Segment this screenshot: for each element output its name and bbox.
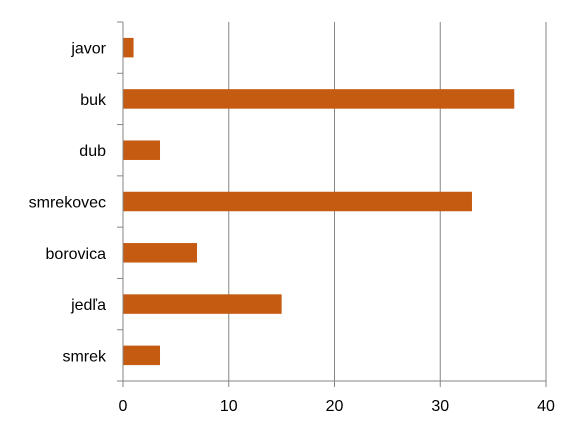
category-label-4: borovica bbox=[46, 246, 107, 263]
bar-6 bbox=[123, 345, 161, 366]
x-tick-labels: 0 10 20 30 40 bbox=[119, 398, 555, 415]
x-tick-label-40: 40 bbox=[537, 398, 555, 415]
bar-3 bbox=[123, 191, 472, 212]
category-label-2: dub bbox=[79, 143, 106, 160]
bars bbox=[123, 37, 515, 366]
x-tick-label-20: 20 bbox=[326, 398, 344, 415]
bar-5 bbox=[123, 294, 282, 314]
category-label-0: javor bbox=[70, 41, 106, 58]
x-tick-label-30: 30 bbox=[431, 398, 449, 415]
bar-1 bbox=[123, 89, 515, 109]
axes bbox=[117, 21, 547, 387]
category-label-5: jedľa bbox=[70, 297, 106, 314]
bar-2 bbox=[123, 140, 161, 160]
x-tick-label-10: 10 bbox=[220, 398, 238, 415]
category-labels: javor buk dub smrekovec borovica jedľa smrek bbox=[29, 41, 107, 366]
category-label-1: buk bbox=[80, 92, 107, 109]
x-tick-label-0: 0 bbox=[119, 398, 128, 415]
bar-0 bbox=[123, 37, 134, 58]
category-label-6: smrek bbox=[62, 348, 107, 365]
bar-4 bbox=[123, 243, 198, 263]
category-label-3: smrekovec bbox=[29, 195, 106, 212]
